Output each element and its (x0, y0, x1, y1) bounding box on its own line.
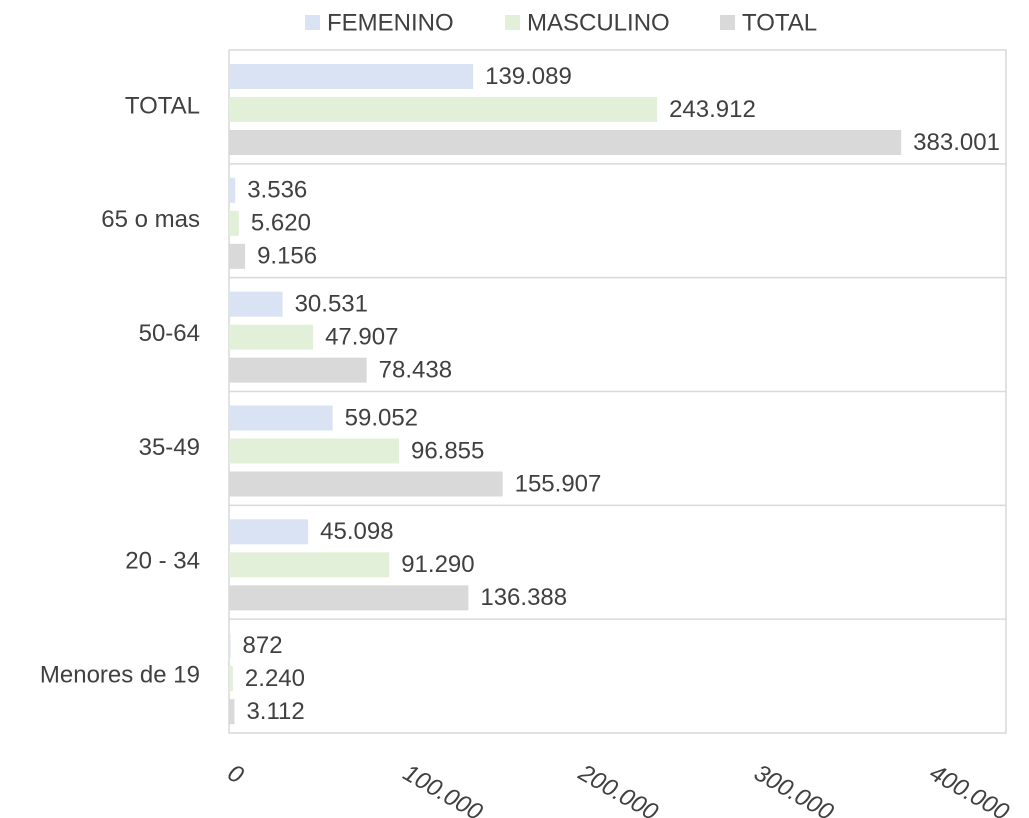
legend-swatch (720, 15, 735, 30)
bar (229, 585, 469, 611)
bar (229, 64, 474, 89)
x-tick-label: 100.000 (398, 759, 487, 818)
value-label: 45.098 (320, 518, 393, 545)
y-tick-label: 20 - 34 (125, 548, 200, 575)
value-label: 3.536 (247, 177, 307, 204)
value-label: 872 (243, 632, 283, 659)
value-label: 30.531 (295, 291, 368, 318)
bar (229, 357, 367, 383)
bar (229, 699, 235, 725)
x-tick-label: 0 (223, 759, 249, 789)
value-label: 47.907 (325, 324, 398, 351)
bar (229, 519, 309, 545)
value-label: 9.156 (257, 243, 317, 270)
value-label: 91.290 (401, 551, 474, 578)
x-tick-label: 200.000 (573, 759, 663, 818)
value-label: 155.907 (515, 470, 602, 497)
value-label: 136.388 (480, 584, 567, 611)
x-tick-label: 300.000 (749, 759, 838, 818)
legend-swatch (305, 15, 320, 30)
legend-label: FEMENINO (327, 9, 454, 36)
legend-label: TOTAL (742, 9, 817, 36)
y-tick-label: 50-64 (139, 320, 200, 347)
y-tick-label: Menores de 19 (40, 661, 200, 688)
bar (229, 471, 503, 497)
value-label: 243.912 (669, 96, 756, 123)
bar (229, 130, 902, 155)
value-label: 96.855 (411, 437, 484, 464)
bar (229, 552, 390, 578)
bar (229, 97, 658, 122)
bar (229, 324, 314, 350)
legend-swatch (505, 15, 520, 30)
legend-label: MASCULINO (527, 9, 670, 36)
bar (229, 243, 246, 269)
value-label: 78.438 (379, 357, 452, 384)
y-tick-label: 65 o mas (101, 206, 200, 233)
bar (229, 633, 231, 659)
y-tick-label: 35-49 (139, 434, 200, 461)
bar (229, 438, 399, 464)
bar (229, 666, 233, 692)
bar (229, 177, 236, 203)
value-label: 5.620 (251, 210, 311, 237)
value-label: 3.112 (246, 698, 304, 725)
bar (229, 405, 333, 431)
value-label: 2.240 (245, 665, 305, 692)
bar (229, 291, 283, 317)
x-tick-label: 400.000 (925, 759, 1014, 818)
value-label: 383.001 (913, 129, 1000, 156)
y-tick-label: TOTAL (125, 92, 200, 119)
bar (229, 210, 239, 236)
value-label: 139.089 (485, 63, 572, 90)
value-label: 59.052 (345, 404, 418, 431)
